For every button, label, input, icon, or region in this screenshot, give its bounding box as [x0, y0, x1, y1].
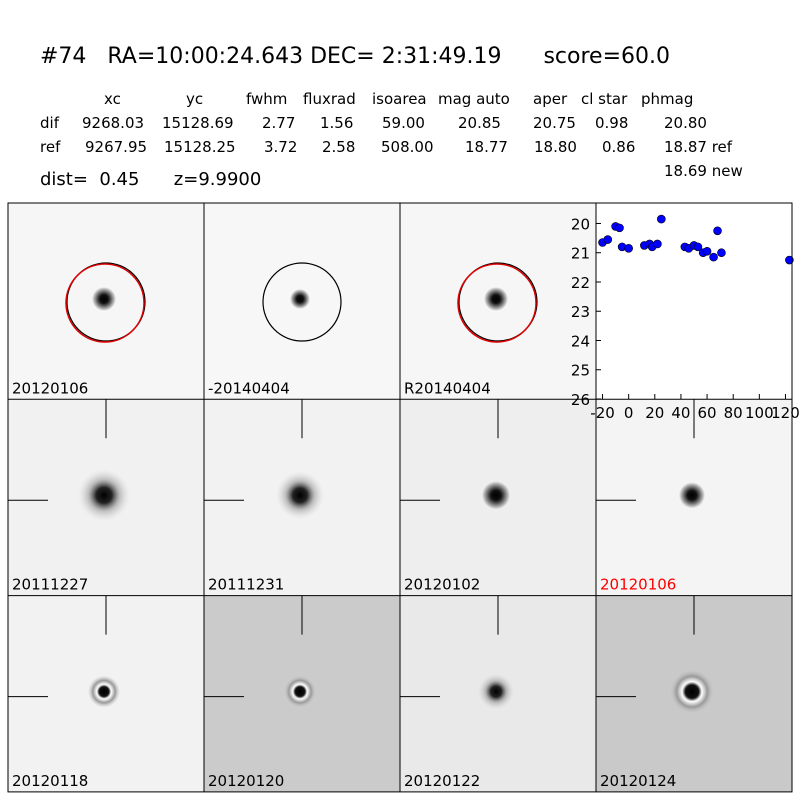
stamp-label: 20120124 — [600, 772, 676, 790]
row-label: ref — [40, 138, 61, 156]
column-header: yc — [186, 90, 203, 108]
stamp-label: -20140404 — [208, 379, 290, 397]
y-tick-label: 21 — [571, 245, 590, 263]
source — [88, 675, 120, 708]
y-tick-label: 22 — [571, 274, 590, 292]
point — [693, 242, 703, 252]
point — [709, 252, 718, 262]
cell: 20.85 — [458, 114, 501, 132]
source — [484, 287, 508, 311]
stamp-label: 20120118 — [12, 772, 88, 790]
cell: 9267.95 — [85, 138, 147, 156]
row-label: dif — [40, 114, 60, 132]
stamp-label: 20120102 — [404, 576, 480, 594]
cell: 9268.03 — [82, 114, 144, 132]
cell: 508.00 — [381, 138, 434, 156]
stamp-label: 20120122 — [404, 772, 480, 790]
point — [615, 223, 624, 233]
stamp-label: 20111231 — [208, 576, 284, 594]
column-header: fwhm — [246, 90, 287, 108]
column-header: cl star — [581, 90, 628, 108]
point — [785, 255, 794, 265]
title: #74 RA=10:00:24.643 DEC= 2:31:49.19 scor… — [40, 44, 670, 69]
source — [679, 482, 705, 509]
source — [290, 289, 310, 309]
column-header: xc — [104, 90, 121, 108]
stamp-label: 20120106 — [600, 576, 676, 594]
source — [276, 471, 324, 520]
y-tick-label: 23 — [571, 303, 590, 321]
cell: 18.87 ref — [664, 138, 733, 156]
point — [624, 244, 633, 253]
stamps: 20120106 -20140404 R20140404 20111227 201112… — [8, 203, 792, 792]
y-tick-label: 25 — [571, 362, 590, 380]
aperture — [66, 262, 146, 342]
column-header: aper — [533, 90, 568, 108]
x-tick-label: 80 — [724, 404, 743, 422]
y-tick-label: 20 — [571, 215, 590, 233]
y-tick-label: 26 — [571, 391, 590, 409]
y-tick-label: 24 — [571, 332, 590, 350]
aperture-ref — [457, 263, 537, 343]
point — [702, 246, 712, 256]
point — [657, 214, 666, 224]
column-header: mag auto — [438, 90, 510, 108]
cell: 18.80 — [534, 138, 577, 156]
x-tick-label: 100 — [745, 404, 774, 422]
plot-area — [596, 203, 792, 399]
aperture-ref — [65, 263, 145, 343]
x-tick-label: 0 — [624, 404, 634, 422]
column-header: fluxrad — [303, 90, 356, 108]
point — [717, 248, 726, 258]
x-tick-label: 60 — [698, 404, 717, 422]
source — [478, 673, 514, 710]
source — [482, 481, 510, 510]
source — [670, 669, 714, 714]
point — [713, 226, 722, 236]
table: xc yc fwhm fluxrad isoarea mag auto aper cl sta… — [40, 90, 733, 156]
cell: 0.86 — [602, 138, 635, 156]
cell: 20.80 — [664, 114, 707, 132]
stamp-label: 20120120 — [208, 772, 284, 790]
distance: dist= 0.45 z=9.9900 — [40, 169, 261, 190]
cell: 15128.25 — [164, 138, 236, 156]
cell: 0.98 — [595, 114, 628, 132]
point — [603, 235, 613, 244]
cell: 3.72 — [264, 138, 297, 156]
source — [284, 675, 316, 708]
x-tick-label: 20 — [645, 404, 664, 422]
aperture — [458, 262, 538, 342]
cell: 1.56 — [320, 114, 353, 132]
cell: 18.77 — [465, 138, 508, 156]
x-tick-label: -20 — [590, 404, 615, 422]
stamp-label: 20120106 — [12, 379, 88, 397]
point — [653, 239, 662, 249]
x-tick-label: 120 — [771, 404, 800, 422]
cell: 2.58 — [322, 138, 355, 156]
cell: 2.77 — [262, 114, 295, 132]
cell: 15128.69 — [162, 114, 234, 132]
stamp-label: R20140404 — [404, 379, 491, 397]
column-header: isoarea — [372, 90, 427, 108]
cell: 59.00 — [382, 114, 425, 132]
source — [78, 469, 130, 522]
cell: 20.75 — [533, 114, 576, 132]
x-tick-label: 40 — [671, 404, 690, 422]
aperture — [262, 262, 342, 342]
stamp-label: 20111227 — [12, 576, 88, 594]
column-header: phmag — [641, 90, 693, 108]
new-mag: 18.69 new — [664, 162, 743, 180]
source — [92, 287, 116, 311]
